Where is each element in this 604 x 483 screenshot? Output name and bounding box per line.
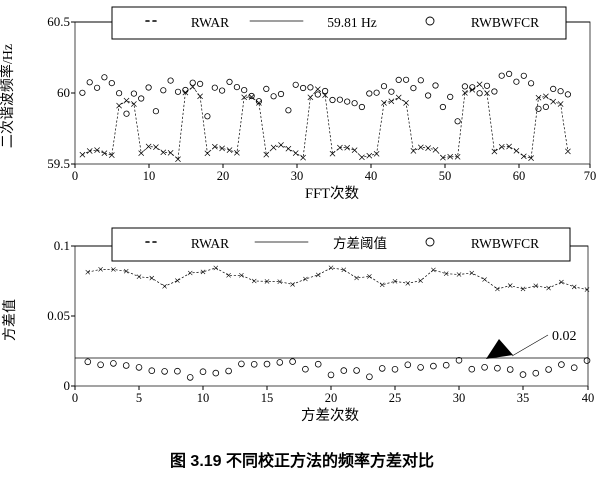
svg-text:60: 60: [57, 85, 70, 100]
svg-text:30: 30: [291, 169, 304, 183]
svg-text:RWAR: RWAR: [191, 236, 229, 251]
svg-text:70: 70: [584, 169, 597, 183]
svg-text:59.5: 59.5: [47, 156, 70, 171]
svg-text:FFT次数: FFT次数: [305, 185, 359, 202]
svg-text:RWAR: RWAR: [191, 15, 229, 30]
svg-text:二次谐波频率/Hz: 二次谐波频率/Hz: [0, 44, 16, 148]
svg-text:35: 35: [517, 391, 530, 405]
svg-text:20: 20: [217, 169, 230, 183]
svg-text:图 3.19 不同校正方法的频率方差对比: 图 3.19 不同校正方法的频率方差对比: [170, 451, 434, 470]
svg-text:方差值: 方差值: [2, 299, 18, 341]
svg-text:RWBWFCR: RWBWFCR: [471, 15, 539, 30]
svg-text:0: 0: [72, 391, 78, 405]
svg-text:30: 30: [453, 391, 466, 405]
svg-text:60.5: 60.5: [47, 14, 70, 29]
svg-text:40: 40: [365, 169, 378, 183]
svg-text:25: 25: [389, 391, 402, 405]
svg-text:20: 20: [325, 391, 338, 405]
svg-text:50: 50: [439, 169, 452, 183]
svg-text:0: 0: [72, 169, 78, 183]
svg-text:59.81 Hz: 59.81 Hz: [327, 15, 377, 30]
svg-text:方差次数: 方差次数: [301, 407, 359, 424]
svg-text:0: 0: [64, 378, 71, 393]
svg-text:40: 40: [582, 391, 595, 405]
svg-text:0.05: 0.05: [47, 308, 70, 323]
svg-text:0.1: 0.1: [54, 238, 70, 253]
svg-text:15: 15: [261, 391, 274, 405]
svg-text:10: 10: [143, 169, 156, 183]
svg-text:10: 10: [197, 391, 210, 405]
svg-text:5: 5: [136, 391, 142, 405]
svg-text:方差阈值: 方差阈值: [333, 236, 387, 251]
svg-text:0.02: 0.02: [552, 329, 577, 344]
svg-text:60: 60: [513, 169, 526, 183]
svg-text:RWBWFCR: RWBWFCR: [471, 236, 539, 251]
